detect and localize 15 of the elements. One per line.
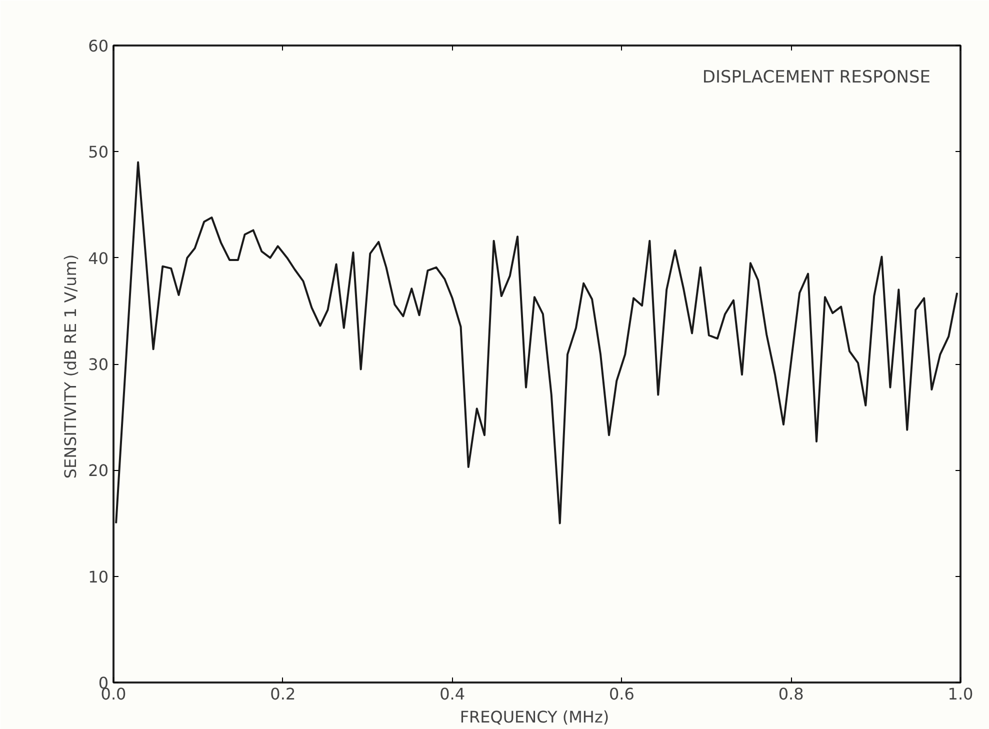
x-tick-label: 0.4 bbox=[440, 684, 466, 704]
y-tick-label: 30 bbox=[88, 355, 108, 374]
y-tick-label: 60 bbox=[88, 36, 108, 56]
line-series bbox=[115, 161, 958, 524]
x-tick-label: 1.0 bbox=[948, 684, 974, 704]
y-axis-title: SENSITIVITY (dB RE 1 V/um) bbox=[61, 254, 80, 479]
x-tick-label: 0.8 bbox=[778, 684, 804, 704]
x-tick-label: 0.6 bbox=[608, 684, 634, 704]
x-tick-label: 0.2 bbox=[270, 684, 296, 704]
y-tick-label: 40 bbox=[88, 248, 108, 268]
y-tick-label: 50 bbox=[88, 142, 108, 162]
y-tick-label: 10 bbox=[88, 567, 108, 586]
annotation: DISPLACEMENT RESPONSE bbox=[702, 68, 931, 88]
x-axis-title: FREQUENCY (MHz) bbox=[460, 708, 610, 726]
y-tick-label: 20 bbox=[88, 461, 108, 480]
